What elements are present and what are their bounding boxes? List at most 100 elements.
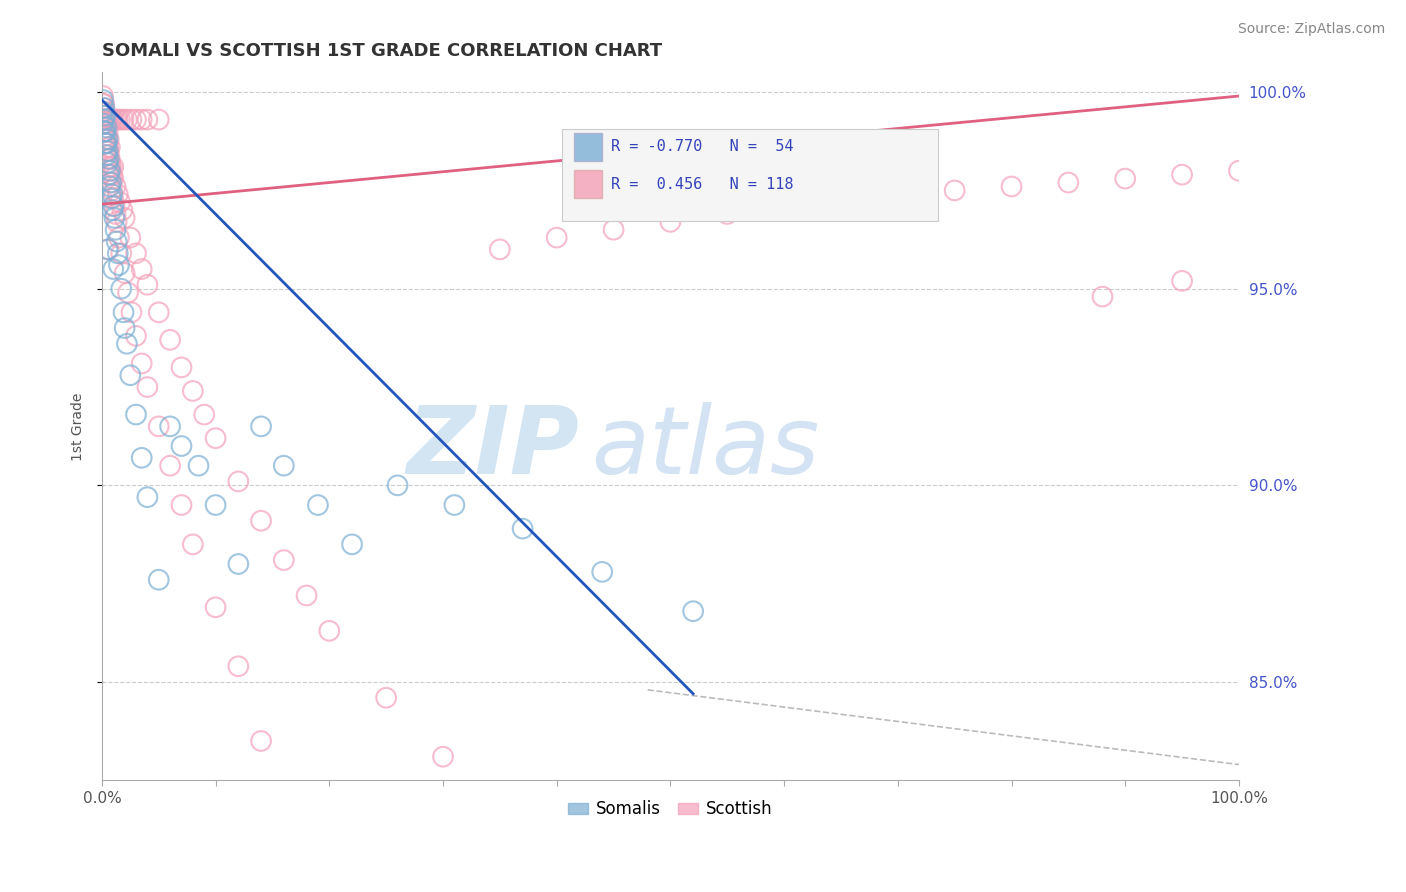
Point: [93, 112, 115, 127]
Point: [159, 419, 181, 434]
Point: [108, 112, 131, 127]
Point: [108, 258, 131, 272]
Text: ZIP: ZIP: [406, 401, 579, 493]
Point: [125, 246, 148, 260]
Point: [228, 557, 250, 571]
Point: [94, 124, 117, 138]
Point: [100, 163, 122, 178]
Point: [96, 132, 118, 146]
Point: [94, 124, 117, 138]
Legend: Somalis, Scottish: Somalis, Scottish: [561, 794, 779, 825]
Point: [148, 305, 170, 319]
Point: [120, 368, 142, 383]
Point: [1000, 179, 1022, 194]
Point: [170, 360, 193, 375]
Point: [170, 498, 193, 512]
Point: [1171, 168, 1194, 182]
Point: [512, 522, 534, 536]
Point: [284, 832, 307, 847]
Point: [94, 117, 117, 131]
Point: [111, 203, 134, 218]
Point: [97, 160, 120, 174]
Point: [93, 96, 115, 111]
Point: [97, 112, 120, 127]
Point: [273, 458, 295, 473]
Point: [546, 230, 568, 244]
Point: [112, 305, 135, 319]
Point: [432, 749, 454, 764]
Y-axis label: 1st Grade: 1st Grade: [72, 392, 86, 460]
Point: [136, 112, 159, 127]
Point: [94, 109, 117, 123]
Point: [96, 136, 118, 151]
Point: [103, 112, 125, 127]
Point: [96, 120, 118, 135]
Point: [91, 104, 114, 119]
Point: [136, 277, 159, 292]
Point: [250, 514, 273, 528]
Point: [93, 109, 115, 123]
Text: atlas: atlas: [591, 402, 820, 493]
Point: [97, 152, 120, 166]
Point: [91, 101, 114, 115]
Point: [112, 112, 135, 127]
Point: [103, 262, 125, 277]
FancyBboxPatch shape: [562, 129, 938, 221]
Point: [125, 329, 148, 343]
Point: [91, 117, 114, 131]
Point: [97, 140, 120, 154]
Point: [273, 553, 295, 567]
Point: [97, 144, 120, 158]
Point: [375, 690, 398, 705]
Point: [1091, 289, 1114, 303]
Point: [121, 112, 143, 127]
Point: [340, 537, 363, 551]
Point: [107, 246, 129, 260]
Point: [387, 478, 409, 492]
Bar: [574, 133, 602, 161]
Point: [97, 124, 120, 138]
Point: [103, 191, 125, 205]
Text: R =  0.456   N = 118: R = 0.456 N = 118: [612, 177, 794, 192]
Point: [98, 168, 121, 182]
Point: [93, 124, 115, 138]
Point: [121, 305, 143, 319]
Point: [250, 734, 273, 748]
Point: [91, 112, 114, 127]
Point: [103, 211, 125, 225]
Point: [93, 112, 115, 127]
Point: [97, 132, 120, 146]
Point: [131, 450, 153, 465]
Point: [250, 419, 273, 434]
Point: [136, 380, 159, 394]
Point: [97, 156, 120, 170]
Point: [125, 408, 148, 422]
Point: [97, 132, 120, 146]
Point: [489, 243, 512, 257]
Point: [107, 112, 129, 127]
Point: [773, 199, 796, 213]
Point: [97, 152, 120, 166]
Point: [105, 235, 128, 249]
Point: [100, 176, 122, 190]
Point: [108, 230, 131, 244]
Point: [181, 537, 204, 551]
Point: [100, 176, 122, 190]
Point: [887, 187, 910, 202]
Point: [131, 112, 153, 127]
Point: [97, 136, 120, 151]
Point: [114, 321, 136, 335]
Point: [108, 195, 131, 210]
Point: [93, 101, 115, 115]
Point: [96, 128, 118, 143]
Point: [307, 498, 329, 512]
Text: Source: ZipAtlas.com: Source: ZipAtlas.com: [1237, 22, 1385, 37]
Point: [187, 458, 209, 473]
Point: [159, 333, 181, 347]
Point: [101, 183, 124, 197]
Point: [94, 124, 117, 138]
Point: [148, 419, 170, 434]
Point: [103, 160, 125, 174]
Point: [110, 246, 132, 260]
Point: [94, 112, 117, 127]
